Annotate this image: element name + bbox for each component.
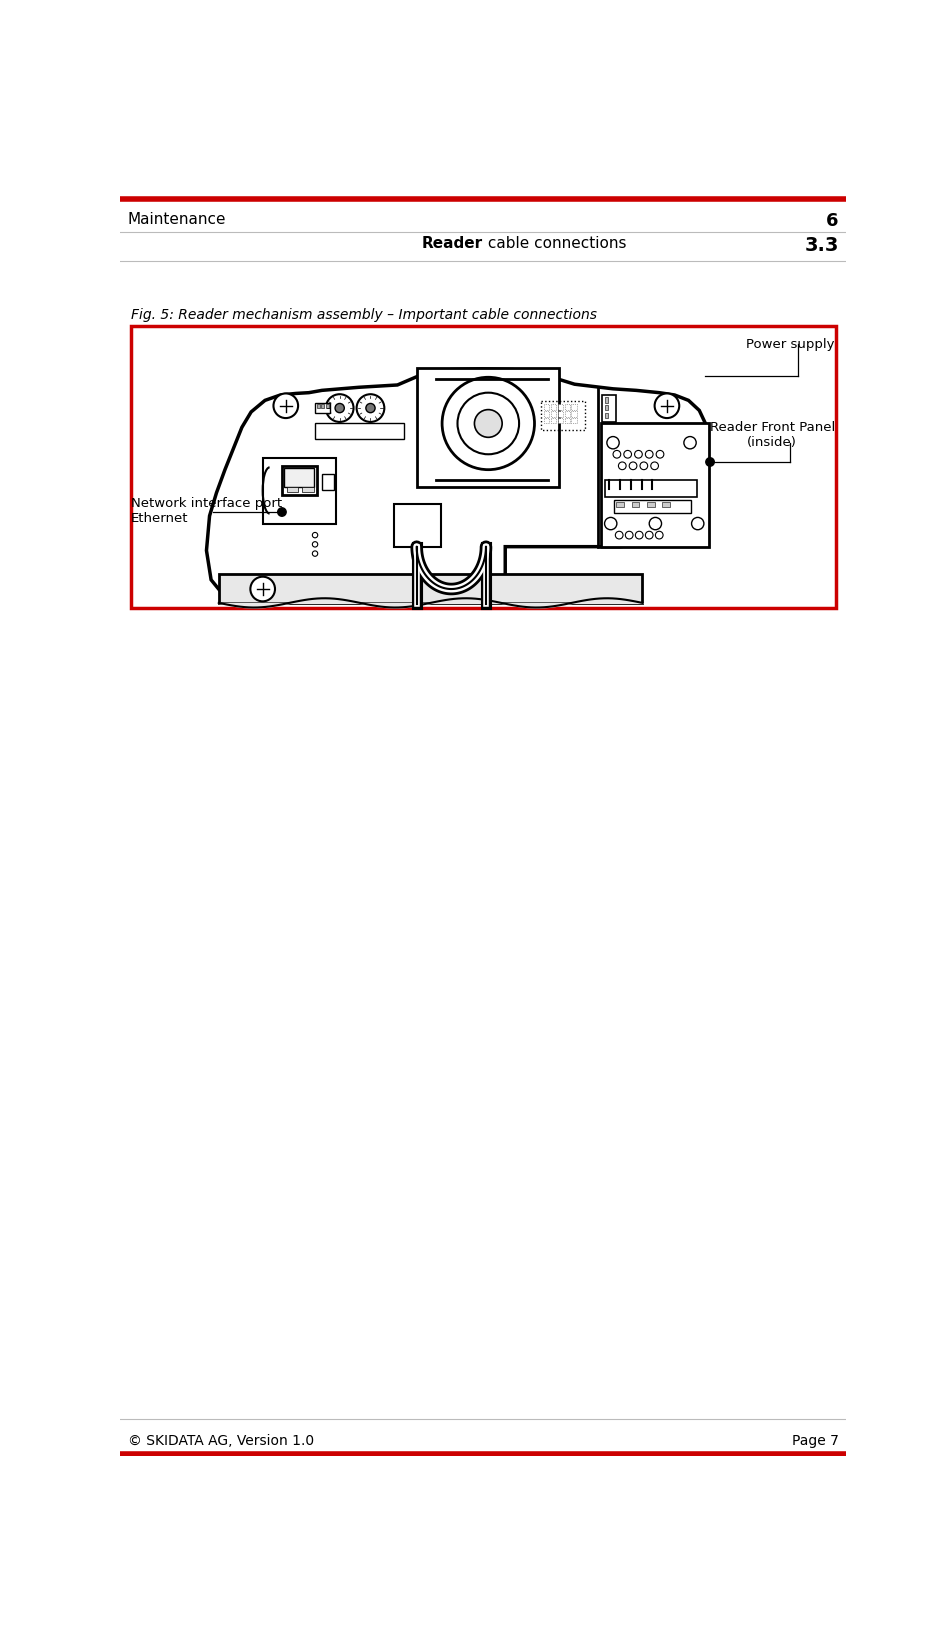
Bar	[557, 411, 563, 417]
Bar	[326, 404, 329, 407]
Circle shape	[645, 532, 653, 538]
Circle shape	[604, 517, 617, 530]
Bar	[604, 406, 608, 411]
Circle shape	[649, 517, 662, 530]
Bar	[544, 419, 549, 424]
Circle shape	[645, 450, 653, 458]
Text: Fig. 5: Reader mechanism assembly – Important cable connections: Fig. 5: Reader mechanism assembly – Impo…	[131, 308, 597, 322]
Circle shape	[335, 404, 344, 412]
Circle shape	[625, 532, 633, 538]
Bar	[604, 398, 608, 402]
Bar	[551, 411, 556, 417]
Circle shape	[656, 450, 664, 458]
Bar	[603, 394, 616, 422]
Bar	[541, 401, 585, 430]
Circle shape	[607, 437, 620, 448]
Circle shape	[691, 517, 703, 530]
Polygon shape	[207, 368, 707, 600]
Circle shape	[442, 378, 535, 470]
Text: © SKIDATA AG, Version 1.0: © SKIDATA AG, Version 1.0	[128, 1435, 314, 1448]
Bar	[287, 488, 298, 492]
Bar	[662, 502, 670, 507]
Bar	[565, 419, 570, 424]
Text: Page 7: Page 7	[792, 1435, 838, 1448]
Circle shape	[635, 450, 642, 458]
Bar	[571, 404, 577, 409]
Circle shape	[457, 393, 519, 455]
Bar	[602, 424, 709, 546]
Circle shape	[705, 458, 714, 466]
Bar	[544, 404, 549, 409]
Bar	[263, 458, 336, 524]
Circle shape	[312, 551, 318, 556]
Text: cable connections: cable connections	[483, 236, 626, 252]
Bar	[632, 502, 639, 507]
Circle shape	[326, 394, 354, 422]
Bar	[557, 419, 563, 424]
Bar	[647, 502, 654, 507]
Circle shape	[636, 532, 643, 538]
Bar	[322, 404, 324, 407]
Circle shape	[619, 461, 626, 470]
Bar	[551, 404, 556, 409]
Bar	[317, 404, 320, 407]
Bar	[131, 326, 835, 609]
Bar	[604, 412, 608, 419]
Circle shape	[356, 394, 385, 422]
Bar	[616, 502, 624, 507]
Circle shape	[616, 532, 623, 538]
Bar	[315, 424, 404, 438]
Text: Power supply: Power supply	[746, 337, 835, 350]
Bar	[302, 488, 313, 492]
Bar	[284, 468, 314, 488]
Text: Reader Front Panel
(inside): Reader Front Panel (inside)	[709, 420, 835, 448]
Circle shape	[640, 461, 648, 470]
Bar	[551, 419, 556, 424]
Circle shape	[655, 532, 663, 538]
Bar	[565, 404, 570, 409]
Text: 6: 6	[826, 211, 838, 229]
Circle shape	[624, 450, 632, 458]
Circle shape	[366, 404, 375, 412]
Circle shape	[651, 461, 658, 470]
Circle shape	[250, 578, 275, 602]
Circle shape	[629, 461, 637, 470]
Bar	[322, 473, 334, 491]
Text: Network interface port
Ethernet: Network interface port Ethernet	[131, 497, 282, 525]
Circle shape	[273, 393, 298, 419]
Bar	[565, 411, 570, 417]
Text: Reader: Reader	[422, 236, 483, 252]
Bar	[604, 479, 697, 497]
Bar	[315, 402, 330, 414]
Circle shape	[474, 409, 503, 437]
Bar	[417, 368, 559, 488]
Bar	[219, 574, 642, 604]
Circle shape	[654, 393, 679, 419]
Circle shape	[613, 450, 620, 458]
Bar	[557, 404, 563, 409]
Circle shape	[312, 542, 318, 546]
Bar	[614, 501, 691, 512]
Bar	[544, 411, 549, 417]
Bar	[571, 411, 577, 417]
Text: 3.3: 3.3	[804, 236, 838, 255]
Bar	[571, 419, 577, 424]
Bar	[394, 504, 440, 546]
Circle shape	[312, 532, 318, 538]
Bar	[282, 466, 317, 496]
Circle shape	[684, 437, 696, 448]
Text: Maintenance: Maintenance	[128, 211, 226, 227]
Circle shape	[277, 507, 286, 517]
